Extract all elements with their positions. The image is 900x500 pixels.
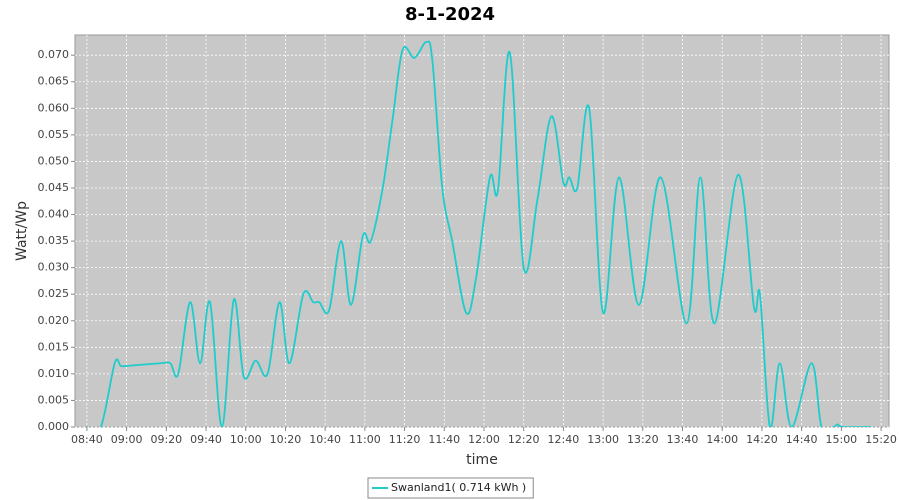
y-tick-label: 0.020 bbox=[38, 314, 70, 327]
legend: Swanland1( 0.714 kWh ) bbox=[367, 477, 534, 499]
x-tick-label: 10:20 bbox=[270, 433, 302, 446]
y-tick-label: 0.030 bbox=[38, 261, 70, 274]
y-tick-label: 0.050 bbox=[38, 154, 70, 167]
series-line bbox=[86, 40, 872, 427]
y-tick-label: 0.000 bbox=[38, 420, 70, 433]
x-tick-label: 09:20 bbox=[150, 433, 182, 446]
y-tick-label: 0.015 bbox=[38, 340, 70, 353]
x-tick-label: 13:20 bbox=[627, 433, 659, 446]
x-tick-label: 09:40 bbox=[190, 433, 222, 446]
x-tick-label: 14:20 bbox=[746, 433, 778, 446]
y-tick-label: 0.005 bbox=[38, 393, 70, 406]
y-tick-label: 0.040 bbox=[38, 208, 70, 221]
x-tick-label: 12:40 bbox=[548, 433, 580, 446]
legend-box bbox=[367, 477, 534, 499]
y-tick-label: 0.010 bbox=[38, 367, 70, 380]
x-tick-label: 14:40 bbox=[786, 433, 818, 446]
x-tick-label: 10:00 bbox=[230, 433, 262, 446]
y-tick-label: 0.065 bbox=[38, 75, 70, 88]
x-tick-label: 14:00 bbox=[706, 433, 738, 446]
x-tick-label: 09:00 bbox=[111, 433, 143, 446]
x-axis-label: time bbox=[466, 452, 498, 468]
x-tick-label: 11:40 bbox=[428, 433, 460, 446]
x-tick-label: 08:40 bbox=[71, 433, 103, 446]
y-tick-label: 0.045 bbox=[38, 181, 70, 194]
y-tick-label: 0.025 bbox=[38, 287, 70, 300]
y-tick-label: 0.055 bbox=[38, 128, 70, 141]
x-tick-label: 10:40 bbox=[309, 433, 341, 446]
x-tick-label: 12:20 bbox=[508, 433, 540, 446]
x-tick-label: 15:00 bbox=[825, 433, 857, 446]
x-tick-label: 12:00 bbox=[468, 433, 500, 446]
x-tick-label: 13:40 bbox=[667, 433, 699, 446]
x-tick-label: 11:00 bbox=[349, 433, 381, 446]
x-tick-label: 13:00 bbox=[587, 433, 619, 446]
y-axis-label: Watt/Wp bbox=[14, 201, 30, 261]
y-tick-label: 0.070 bbox=[38, 48, 70, 61]
legend-label: Swanland1( 0.714 kWh ) bbox=[391, 481, 526, 494]
chart-title: 8-1-2024 bbox=[405, 4, 495, 25]
x-tick-label: 11:20 bbox=[389, 433, 421, 446]
y-tick-label: 0.035 bbox=[38, 234, 70, 247]
x-tick-label: 15:20 bbox=[865, 433, 897, 446]
y-tick-label: 0.060 bbox=[38, 101, 70, 114]
